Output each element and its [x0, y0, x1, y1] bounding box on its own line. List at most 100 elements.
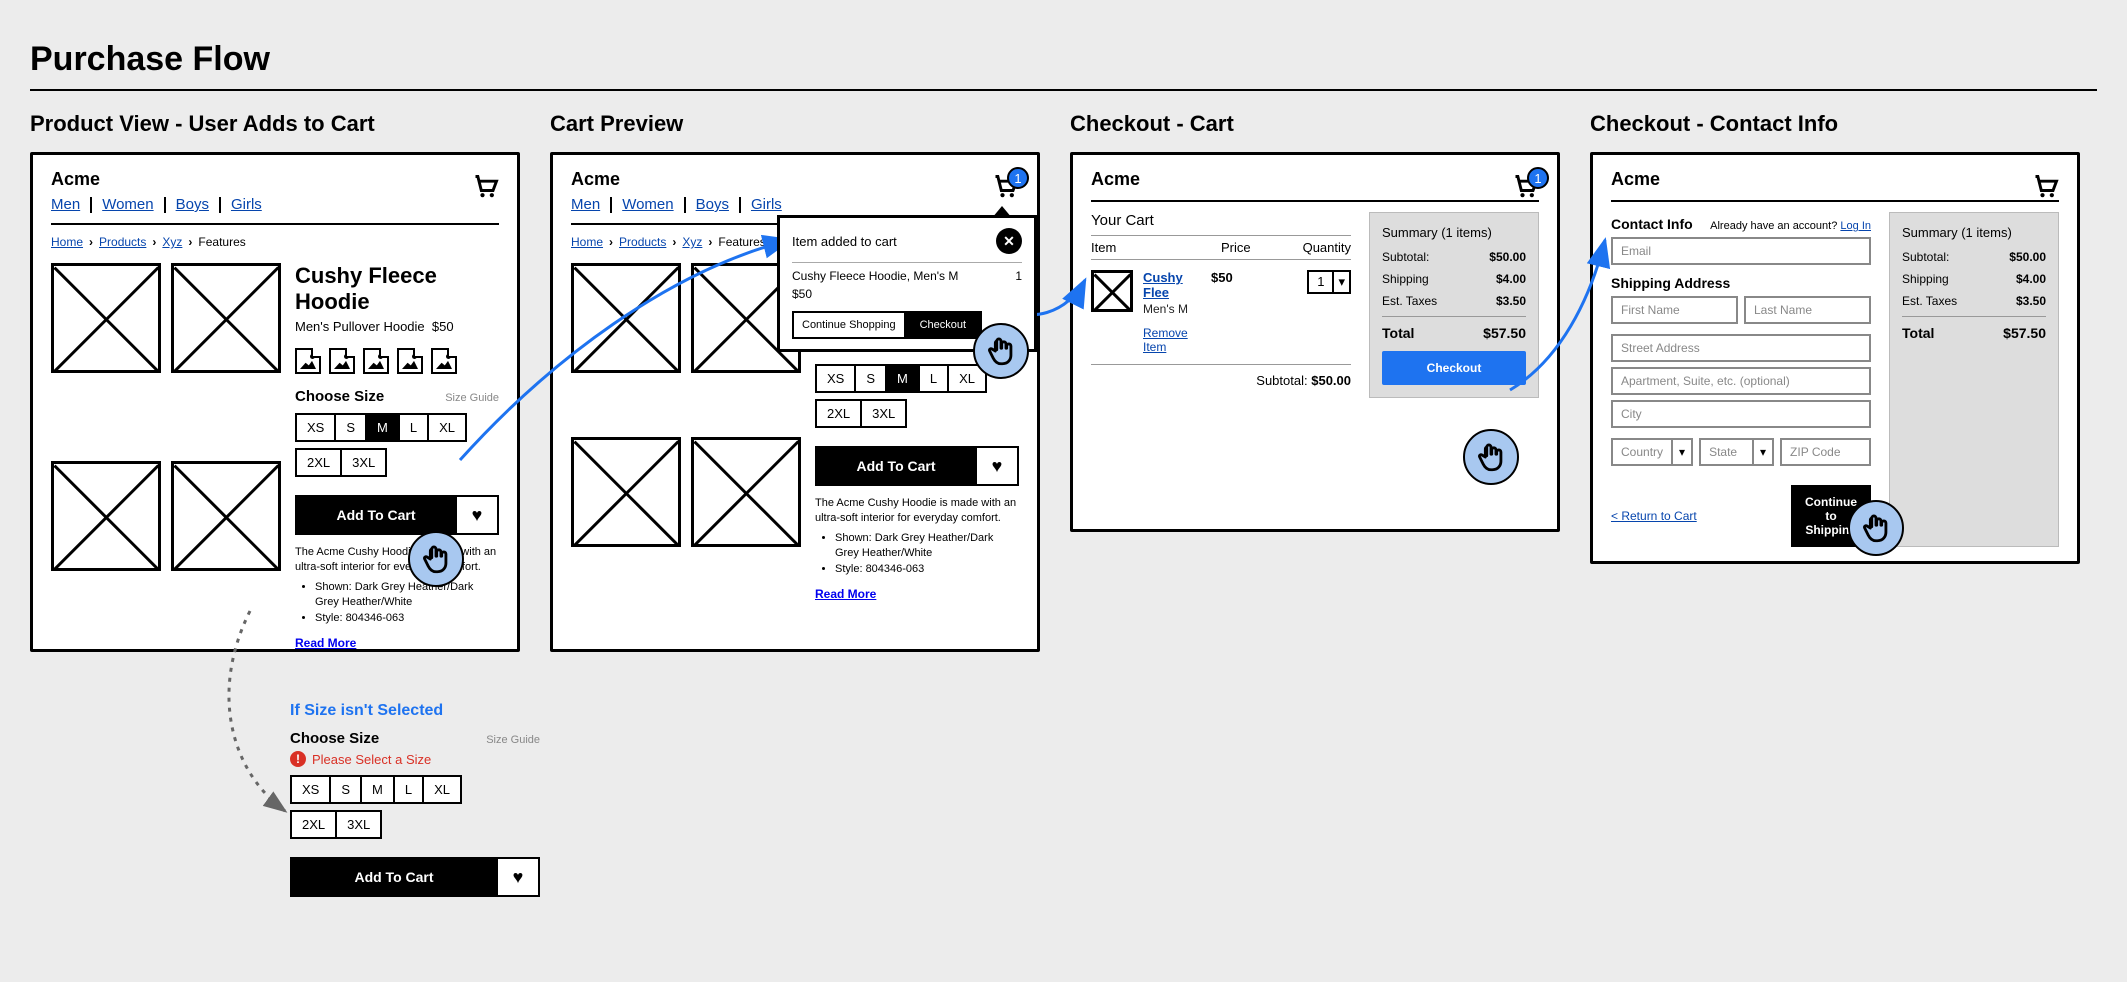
cart-item-link[interactable]: Cushy Flee	[1143, 270, 1183, 300]
size-error: ! Please Select a Size	[290, 751, 540, 767]
size-3xl[interactable]: 3XL	[335, 810, 382, 839]
cart-item-image[interactable]	[1091, 270, 1133, 312]
product-image[interactable]	[171, 461, 281, 571]
summary-title: Summary (1 items)	[1382, 225, 1526, 240]
city-field[interactable]: City	[1611, 400, 1871, 428]
order-summary: Summary (1 items) Subtotal:$50.00 Shippi…	[1369, 212, 1539, 398]
product-description: The Acme Cushy Hoodie is made with an ul…	[295, 545, 499, 626]
breadcrumb: Home› Products› Xyz› Features	[51, 235, 499, 249]
nav-boys[interactable]: Boys	[686, 196, 739, 213]
add-to-cart-button[interactable]: Add To Cart	[295, 495, 457, 535]
nav-men[interactable]: Men	[571, 196, 610, 213]
apt-field[interactable]: Apartment, Suite, etc. (optional)	[1611, 367, 1871, 395]
size-guide-link[interactable]: Size Guide	[486, 734, 540, 746]
image-icon[interactable]	[431, 348, 457, 374]
size-xl[interactable]: XL	[422, 775, 462, 804]
size-l[interactable]: L	[393, 775, 424, 804]
cart-icon[interactable]: 1	[1511, 173, 1541, 208]
state-select[interactable]: State▾	[1699, 438, 1774, 466]
cart-columns: Item Price Quantity	[1091, 235, 1351, 260]
image-icon[interactable]	[295, 348, 321, 374]
nav-boys[interactable]: Boys	[166, 196, 219, 213]
size-m[interactable]: M	[885, 364, 920, 393]
crumb-home[interactable]: Home	[571, 235, 603, 249]
add-to-cart-button[interactable]: Add To Cart	[815, 446, 977, 486]
return-to-cart-link[interactable]: < Return to Cart	[1611, 509, 1697, 523]
error-icon: !	[290, 751, 306, 767]
cart-icon[interactable]	[2031, 173, 2061, 208]
street-field[interactable]: Street Address	[1611, 334, 1871, 362]
image-icon[interactable]	[363, 348, 389, 374]
read-more-link[interactable]: Read More	[295, 636, 356, 650]
popover-price: $50	[792, 287, 812, 301]
close-icon[interactable]: ✕	[996, 228, 1022, 254]
last-name-field[interactable]: Last Name	[1744, 296, 1871, 324]
gallery	[51, 263, 281, 650]
size-guide-link[interactable]: Size Guide	[445, 392, 499, 404]
continue-shopping-button[interactable]: Continue Shopping	[792, 311, 906, 339]
size-m[interactable]: M	[360, 775, 395, 804]
crumb-home[interactable]: Home	[51, 235, 83, 249]
crumb-xyz[interactable]: Xyz	[682, 235, 702, 249]
read-more-link[interactable]: Read More	[815, 587, 876, 601]
cart-icon[interactable]: 1	[991, 173, 1021, 208]
login-link[interactable]: Log In	[1840, 220, 1871, 232]
product-description: The Acme Cushy Hoodie is made with an ul…	[815, 496, 1019, 577]
crumb-products[interactable]: Products	[619, 235, 666, 249]
size-m[interactable]: M	[365, 413, 400, 442]
nav-men[interactable]: Men	[51, 196, 90, 213]
email-field[interactable]: Email	[1611, 237, 1871, 265]
size-picker: XS S M L XL 2XL 3XL	[295, 413, 499, 483]
screen3-title: Checkout - Cart	[1070, 111, 1560, 137]
product-image[interactable]	[571, 437, 681, 547]
size-xs[interactable]: XS	[815, 364, 856, 393]
size-s[interactable]: S	[329, 775, 362, 804]
size-s[interactable]: S	[854, 364, 887, 393]
size-xs[interactable]: XS	[290, 775, 331, 804]
product-subtitle: Men's Pullover Hoodie $50	[295, 319, 499, 334]
remove-item-link[interactable]: Remove Item	[1143, 326, 1201, 354]
checkout-button[interactable]: Checkout	[1382, 351, 1526, 385]
size-3xl[interactable]: 3XL	[340, 448, 387, 477]
product-image[interactable]	[571, 263, 681, 373]
add-to-cart-button[interactable]: Add To Cart	[290, 857, 498, 897]
nav-girls[interactable]: Girls	[741, 196, 792, 213]
crumb-last: Features	[718, 235, 765, 249]
crumb-products[interactable]: Products	[99, 235, 146, 249]
image-icon[interactable]	[397, 348, 423, 374]
popover-checkout-button[interactable]: Checkout	[904, 311, 982, 339]
product-image[interactable]	[171, 263, 281, 373]
country-select[interactable]: Country▾	[1611, 438, 1693, 466]
size-2xl[interactable]: 2XL	[290, 810, 337, 839]
size-xs[interactable]: XS	[295, 413, 336, 442]
size-2xl[interactable]: 2XL	[295, 448, 342, 477]
zip-field[interactable]: ZIP Code	[1780, 438, 1871, 466]
screen4-title: Checkout - Contact Info	[1590, 111, 2080, 137]
nav-girls[interactable]: Girls	[221, 196, 272, 213]
wishlist-button[interactable]: ♥	[975, 446, 1019, 486]
cart-item-sub: Men's M	[1143, 302, 1201, 316]
size-2xl[interactable]: 2XL	[815, 399, 862, 428]
product-image[interactable]	[51, 461, 161, 571]
size-xl[interactable]: XL	[427, 413, 467, 442]
first-name-field[interactable]: First Name	[1611, 296, 1738, 324]
crumb-xyz[interactable]: Xyz	[162, 235, 182, 249]
product-image[interactable]	[691, 437, 801, 547]
nav-women[interactable]: Women	[92, 196, 163, 213]
size-l[interactable]: L	[398, 413, 429, 442]
nav-women[interactable]: Women	[612, 196, 683, 213]
size-s[interactable]: S	[334, 413, 367, 442]
size-l[interactable]: L	[918, 364, 949, 393]
image-icon[interactable]	[329, 348, 355, 374]
product-image[interactable]	[51, 263, 161, 373]
order-summary: Summary (1 items) Subtotal:$50.00 Shippi…	[1889, 212, 2059, 547]
size-3xl[interactable]: 3XL	[860, 399, 907, 428]
qty-select[interactable]: 1▾	[1307, 270, 1351, 294]
cursor-icon	[1848, 500, 1904, 556]
main-nav: Men Women Boys Girls	[51, 196, 499, 213]
cart-icon[interactable]	[471, 173, 501, 208]
page-title: Purchase Flow	[30, 40, 2097, 79]
product-title: Cushy Fleece Hoodie	[295, 263, 499, 315]
wishlist-button[interactable]: ♥	[496, 857, 540, 897]
wishlist-button[interactable]: ♥	[455, 495, 499, 535]
